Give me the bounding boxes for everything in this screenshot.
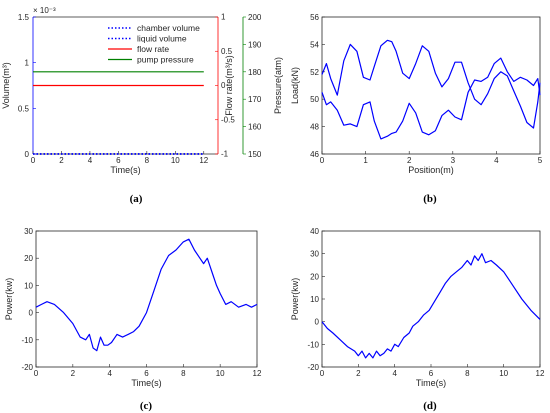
volume-tick-label: 1.5 [18, 13, 30, 22]
chart-panel-2: 0 1 2 3 4 5 46 48 50 52 54 56 Position(m) Load(kN) (b) [290, 13, 543, 205]
flow-rate-tick-label: -1 [221, 150, 229, 159]
x-tick-label: 12 [199, 156, 208, 165]
pressure-tick-label: 180 [248, 68, 262, 77]
x-tick-label: 0 [320, 369, 325, 378]
x-tick-label: 5 [538, 156, 543, 165]
y-tick-label: 56 [310, 13, 319, 22]
legend-label-4: pump pressure [137, 55, 194, 65]
y-tick-label: 20 [310, 272, 319, 281]
flow-rate-tick-label: 0 [221, 81, 226, 90]
y-tick-label: 20 [24, 254, 33, 263]
x-axis-label: Position(m) [408, 165, 454, 175]
x-tick-label: 10 [499, 369, 508, 378]
flow-rate-tick-label: 0.5 [221, 47, 233, 56]
y-axis-label: Load(kN) [290, 67, 300, 104]
panel-caption: (a) [130, 193, 143, 205]
x-tick-label: 12 [253, 369, 262, 378]
x-axis-label: Time(s) [416, 378, 446, 388]
x-tick-label: 1 [363, 156, 368, 165]
pressure-tick-label: 200 [248, 13, 262, 22]
y-tick-label: 10 [310, 295, 319, 304]
y-axis-label: Power(kw) [290, 278, 300, 321]
plot-frame [35, 230, 258, 368]
y-tick-label: -10 [21, 336, 33, 345]
y-tick-label: 52 [310, 68, 319, 77]
x-tick-label: 4 [494, 156, 499, 165]
y-axis-label: Power(kw) [4, 278, 14, 321]
x-tick-label: 10 [216, 369, 225, 378]
x-axis-label: Time(s) [110, 165, 140, 175]
pressure-tick-label: 160 [248, 123, 262, 132]
x-tick-label: 8 [145, 156, 150, 165]
x-tick-label: 10 [171, 156, 180, 165]
volume-axis-label: Volume(m³) [1, 62, 11, 109]
legend-label-3: flow rate [137, 44, 169, 54]
pressure-tick-label: 150 [248, 150, 262, 159]
series-line-1 [321, 253, 541, 359]
y-tick-label: -10 [307, 340, 319, 349]
x-tick-label: 6 [429, 369, 434, 378]
x-tick-label: 0 [320, 156, 325, 165]
flow-rate-axis-label: Flow rate(m³/s) [224, 55, 234, 116]
x-tick-label: 2 [356, 369, 361, 378]
y-tick-label: 48 [310, 123, 319, 132]
y-tick-label: 0 [315, 318, 320, 327]
pressure-tick-label: 170 [248, 95, 262, 104]
panel-caption: (b) [423, 193, 437, 205]
series-line-2 [321, 57, 541, 140]
x-tick-label: 8 [465, 369, 470, 378]
flow-rate-tick-label: 1 [221, 13, 226, 22]
y-tick-label: 40 [310, 227, 319, 236]
x-tick-label: 0 [34, 369, 39, 378]
x-tick-label: 6 [144, 369, 149, 378]
volume-tick-label: 1 [25, 59, 30, 68]
x-axis-label: Time(s) [131, 378, 161, 388]
legend-label-2: liquid volume [137, 34, 187, 44]
y-tick-label: -20 [21, 363, 33, 372]
pressure-tick-label: 190 [248, 40, 262, 49]
series-line-1 [321, 39, 541, 129]
x-tick-label: 12 [536, 369, 545, 378]
x-tick-label: 6 [116, 156, 121, 165]
x-tick-label: 0 [31, 156, 36, 165]
y-tick-label: 0 [29, 309, 34, 318]
volume-exponent-label: × 10⁻³ [33, 6, 56, 15]
series-line-1 [35, 238, 258, 352]
legend-label-1: chamber volume [137, 23, 200, 33]
y-tick-label: 10 [24, 281, 33, 290]
x-tick-label: 4 [107, 369, 112, 378]
x-tick-label: 4 [392, 369, 397, 378]
panel-caption: (d) [423, 400, 437, 412]
x-tick-label: 2 [59, 156, 64, 165]
panel-caption: (c) [140, 400, 153, 412]
x-tick-label: 8 [181, 369, 186, 378]
pressure-axis-label: Pressure(atm) [273, 57, 283, 114]
chart-panel-4: 0 2 4 6 8 10 12 -20 -10 0 10 20 30 40 Time(s) Power(kw)… [290, 227, 545, 412]
x-tick-label: 4 [88, 156, 93, 165]
x-tick-label: 3 [451, 156, 456, 165]
chart-panel-3: 0 2 4 6 8 10 12 -20 -10 0 10 20 30 Time(s) Power(kw) (c… [4, 227, 262, 412]
x-tick-label: 2 [407, 156, 412, 165]
y-tick-label: 46 [310, 150, 319, 159]
y-tick-label: -20 [307, 363, 319, 372]
y-tick-label: 30 [24, 227, 33, 236]
x-tick-label: 2 [71, 369, 76, 378]
y-tick-label: 50 [310, 95, 319, 104]
plot-frame [321, 230, 541, 368]
y-tick-label: 30 [310, 250, 319, 259]
volume-tick-label: 0 [25, 150, 30, 159]
y-tick-label: 54 [310, 40, 319, 49]
flow-rate-tick-label: -0.5 [221, 115, 235, 124]
volume-tick-label: 0.5 [18, 104, 30, 113]
